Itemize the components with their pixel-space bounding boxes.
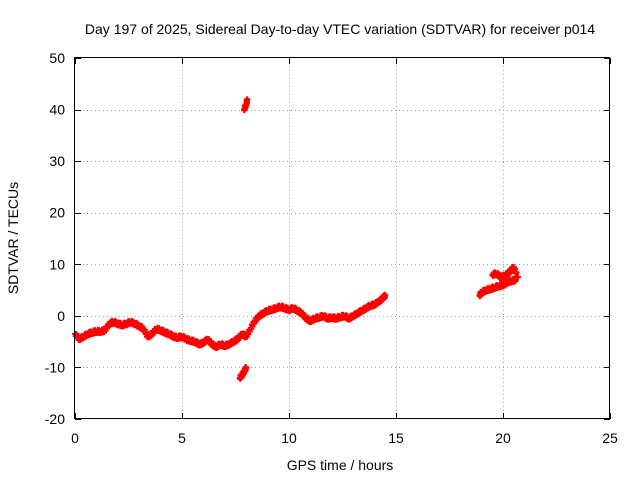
plot-frame [74, 57, 610, 419]
data-series [476, 263, 521, 300]
y-tick-label: -20 [45, 411, 65, 427]
y-tick-labels: -20 -10 0 10 20 30 40 50 [45, 50, 65, 427]
data-point [514, 274, 521, 281]
x-tick-label: 20 [495, 430, 511, 446]
y-tick-label: 20 [49, 205, 65, 221]
grid-layer [75, 58, 610, 419]
y-tick-label: 0 [57, 308, 65, 324]
y-tick-label: 50 [49, 50, 65, 66]
y-tick-label: 30 [49, 153, 65, 169]
y-tick-label: -10 [45, 359, 65, 375]
data-series [72, 291, 389, 351]
data-point [243, 364, 250, 371]
x-tick-label: 0 [71, 430, 79, 446]
y-tick-label: 10 [49, 256, 65, 272]
data-series [236, 364, 250, 382]
data-point [382, 292, 389, 299]
x-tick-label: 5 [178, 430, 186, 446]
x-tick-label: 10 [281, 430, 297, 446]
x-tick-labels: 0 5 10 15 20 25 [71, 430, 618, 446]
x-tick-label: 15 [388, 430, 404, 446]
data-points-layer [72, 96, 521, 382]
x-tick-label: 25 [602, 430, 618, 446]
y-axis-label: SDTVAR / TECUs [5, 182, 21, 294]
chart-title: Day 197 of 2025, Sidereal Day-to-day VTE… [85, 21, 595, 37]
ticks-layer [75, 58, 611, 420]
x-axis-label: GPS time / hours [287, 457, 394, 473]
data-point [244, 96, 251, 103]
data-series [241, 96, 251, 114]
y-tick-label: 40 [49, 102, 65, 118]
